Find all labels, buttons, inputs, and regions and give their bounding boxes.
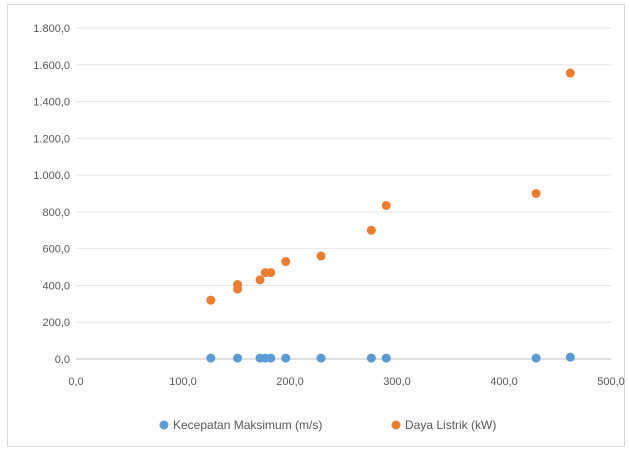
data-point-series-2 <box>206 295 216 305</box>
data-point-series-2 <box>565 68 575 78</box>
gridlines <box>76 27 611 360</box>
y-tick-label: 0,0 <box>55 354 70 366</box>
data-point-series-2 <box>366 225 376 235</box>
x-tick-label: 400,0 <box>490 376 518 388</box>
legend-marker <box>159 420 169 430</box>
legend-label: Kecepatan Maksimum (m/s) <box>173 418 322 432</box>
y-tick-label: 1.200,0 <box>33 133 70 145</box>
data-point-series-2 <box>381 200 391 210</box>
data-point-series-2 <box>531 189 541 198</box>
legend-label: Daya Listrik (kW) <box>405 418 496 432</box>
y-tick-label: 200,0 <box>42 317 70 329</box>
data-point-series-1 <box>316 353 326 363</box>
y-tick-label: 600,0 <box>42 244 70 256</box>
data-point-series-2 <box>316 251 326 261</box>
legend: Kecepatan Maksimum (m/s) Daya Listrik (kW… <box>159 418 496 432</box>
y-tick-label: 1.000,0 <box>33 170 70 182</box>
data-point-series-2 <box>255 275 265 285</box>
chart-area: 0,0 200,0 400,0 600,0 800,0 1.000,0 1.200,0 1.4… <box>7 4 625 447</box>
x-tick-label: 500,0 <box>597 376 625 388</box>
data-points <box>206 68 575 363</box>
data-point-series-1 <box>531 353 541 363</box>
y-axis-tick-labels: 0,0 200,0 400,0 600,0 800,0 1.000,0 1.200,0 1.4… <box>33 23 70 366</box>
data-point-series-1 <box>233 353 243 363</box>
y-tick-label: 1.400,0 <box>33 97 70 109</box>
x-axis-tick-labels: 0,0 100,0 200,0 300,0 400,0 500,0 <box>68 376 624 388</box>
data-point-series-1 <box>565 352 575 362</box>
y-tick-label: 400,0 <box>42 280 70 292</box>
data-point-series-2 <box>266 268 276 278</box>
y-tick-label: 800,0 <box>42 207 70 219</box>
x-tick-label: 0,0 <box>68 376 83 388</box>
data-point-series-2 <box>281 257 291 267</box>
y-tick-label: 1.600,0 <box>33 60 70 72</box>
legend-marker <box>391 420 401 430</box>
x-tick-label: 300,0 <box>383 376 411 388</box>
scatter-chart: 0,0 200,0 400,0 600,0 800,0 1.000,0 1.200,0 1.4… <box>33 23 624 432</box>
x-tick-label: 200,0 <box>276 376 304 388</box>
y-tick-label: 1.800,0 <box>33 23 70 35</box>
data-point-series-1 <box>266 353 276 363</box>
x-tick-label: 100,0 <box>169 376 197 388</box>
data-point-series-1 <box>381 353 391 363</box>
data-point-series-1 <box>366 353 376 363</box>
data-point-series-2 <box>233 280 243 290</box>
data-point-series-1 <box>281 353 291 363</box>
data-point-series-1 <box>206 353 216 363</box>
